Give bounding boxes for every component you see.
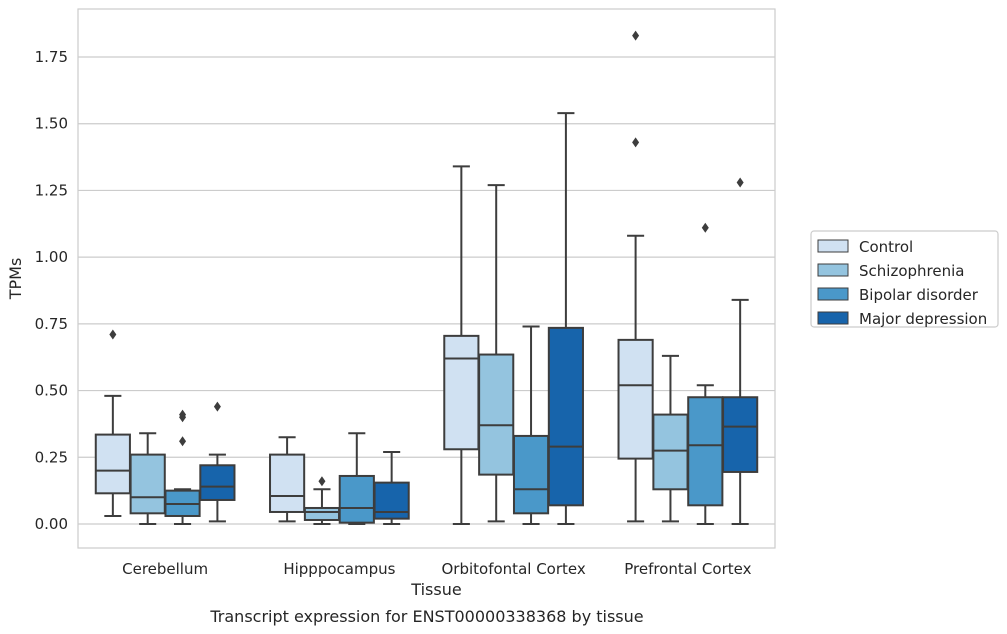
- box-group: [94, 329, 131, 517]
- box: [303, 506, 341, 521]
- box: [617, 338, 654, 460]
- y-tick-label: 1.50: [35, 115, 68, 133]
- y-tick-label: 1.00: [35, 248, 68, 266]
- x-tick-label: Cerebellum: [122, 560, 208, 578]
- legend-label: Major depression: [859, 310, 987, 328]
- box-group: [199, 401, 236, 523]
- box: [269, 453, 306, 513]
- box-group: [443, 165, 480, 525]
- box: [652, 413, 689, 491]
- legend-label: Control: [859, 238, 913, 256]
- box-group: [617, 30, 654, 523]
- box: [94, 433, 131, 495]
- y-tick-label: 0.75: [35, 315, 68, 333]
- box-plot-area: [94, 30, 759, 525]
- legend: Control Schizophrenia Bipolar disorder Majo…: [810, 230, 999, 328]
- box-group: [164, 409, 201, 525]
- series-group: [164, 222, 724, 525]
- plot-frame: [77, 8, 776, 549]
- outlier-point: [632, 137, 640, 148]
- grid-lines: [78, 56, 775, 525]
- box-group: [338, 432, 375, 525]
- box-group: [478, 184, 515, 523]
- box: [338, 474, 375, 524]
- legend-swatch: [817, 287, 849, 301]
- legend-swatch: [817, 311, 849, 325]
- box: [687, 396, 724, 507]
- box: [199, 464, 236, 501]
- y-tick-label: 0.50: [35, 382, 68, 400]
- y-tick-label: 0.25: [35, 448, 68, 466]
- box-group: [373, 450, 410, 525]
- y-axis-label: TPMs: [6, 258, 25, 301]
- series-group: [94, 30, 654, 525]
- y-tick-label: 0.00: [35, 515, 68, 533]
- box: [722, 396, 759, 473]
- box: [478, 353, 515, 476]
- outlier-point: [701, 222, 709, 233]
- x-tick-labels: Cerebellum Hipppocampus Orbitofontal Corte…: [122, 560, 751, 578]
- box-group: [129, 432, 166, 525]
- x-tick-label: Hipppocampus: [283, 560, 395, 578]
- x-tick-label: Orbitofontal Cortex: [442, 560, 586, 578]
- legend-label: Bipolar disorder: [859, 286, 979, 304]
- outlier-point: [736, 177, 744, 188]
- legend-frame: [810, 230, 999, 328]
- outlier-point: [632, 30, 640, 41]
- box: [547, 326, 584, 507]
- box-group: [547, 112, 584, 525]
- series-group: [129, 184, 689, 525]
- box-group: [722, 177, 759, 525]
- series-group: [199, 112, 759, 525]
- x-tick-label: Prefrontal Cortex: [624, 560, 751, 578]
- box: [373, 481, 410, 520]
- box-group: [687, 222, 724, 525]
- outlier-point: [318, 476, 326, 487]
- y-tick-label: 1.75: [35, 48, 68, 66]
- x-axis-label: Tissue: [410, 580, 461, 599]
- outlier-point: [179, 409, 187, 420]
- legend-swatch: [817, 263, 849, 277]
- chart-caption: Transcript expression for ENST0000033836…: [209, 607, 643, 626]
- outlier-point: [179, 436, 187, 447]
- outlier-point: [213, 401, 221, 412]
- y-tick-label: 1.25: [35, 181, 68, 199]
- box-group: [652, 354, 689, 523]
- y-tick-labels: 0.00 0.25 0.50 0.75 1.00 1.25 1.50 1.75: [35, 48, 68, 533]
- legend-label: Schizophrenia: [859, 262, 964, 280]
- box: [443, 334, 480, 451]
- box: [512, 434, 550, 515]
- box: [129, 453, 166, 515]
- box-group: [303, 476, 341, 525]
- box-group: [269, 436, 306, 523]
- legend-swatch: [817, 239, 849, 253]
- outlier-point: [109, 329, 117, 340]
- box-group: [512, 325, 550, 525]
